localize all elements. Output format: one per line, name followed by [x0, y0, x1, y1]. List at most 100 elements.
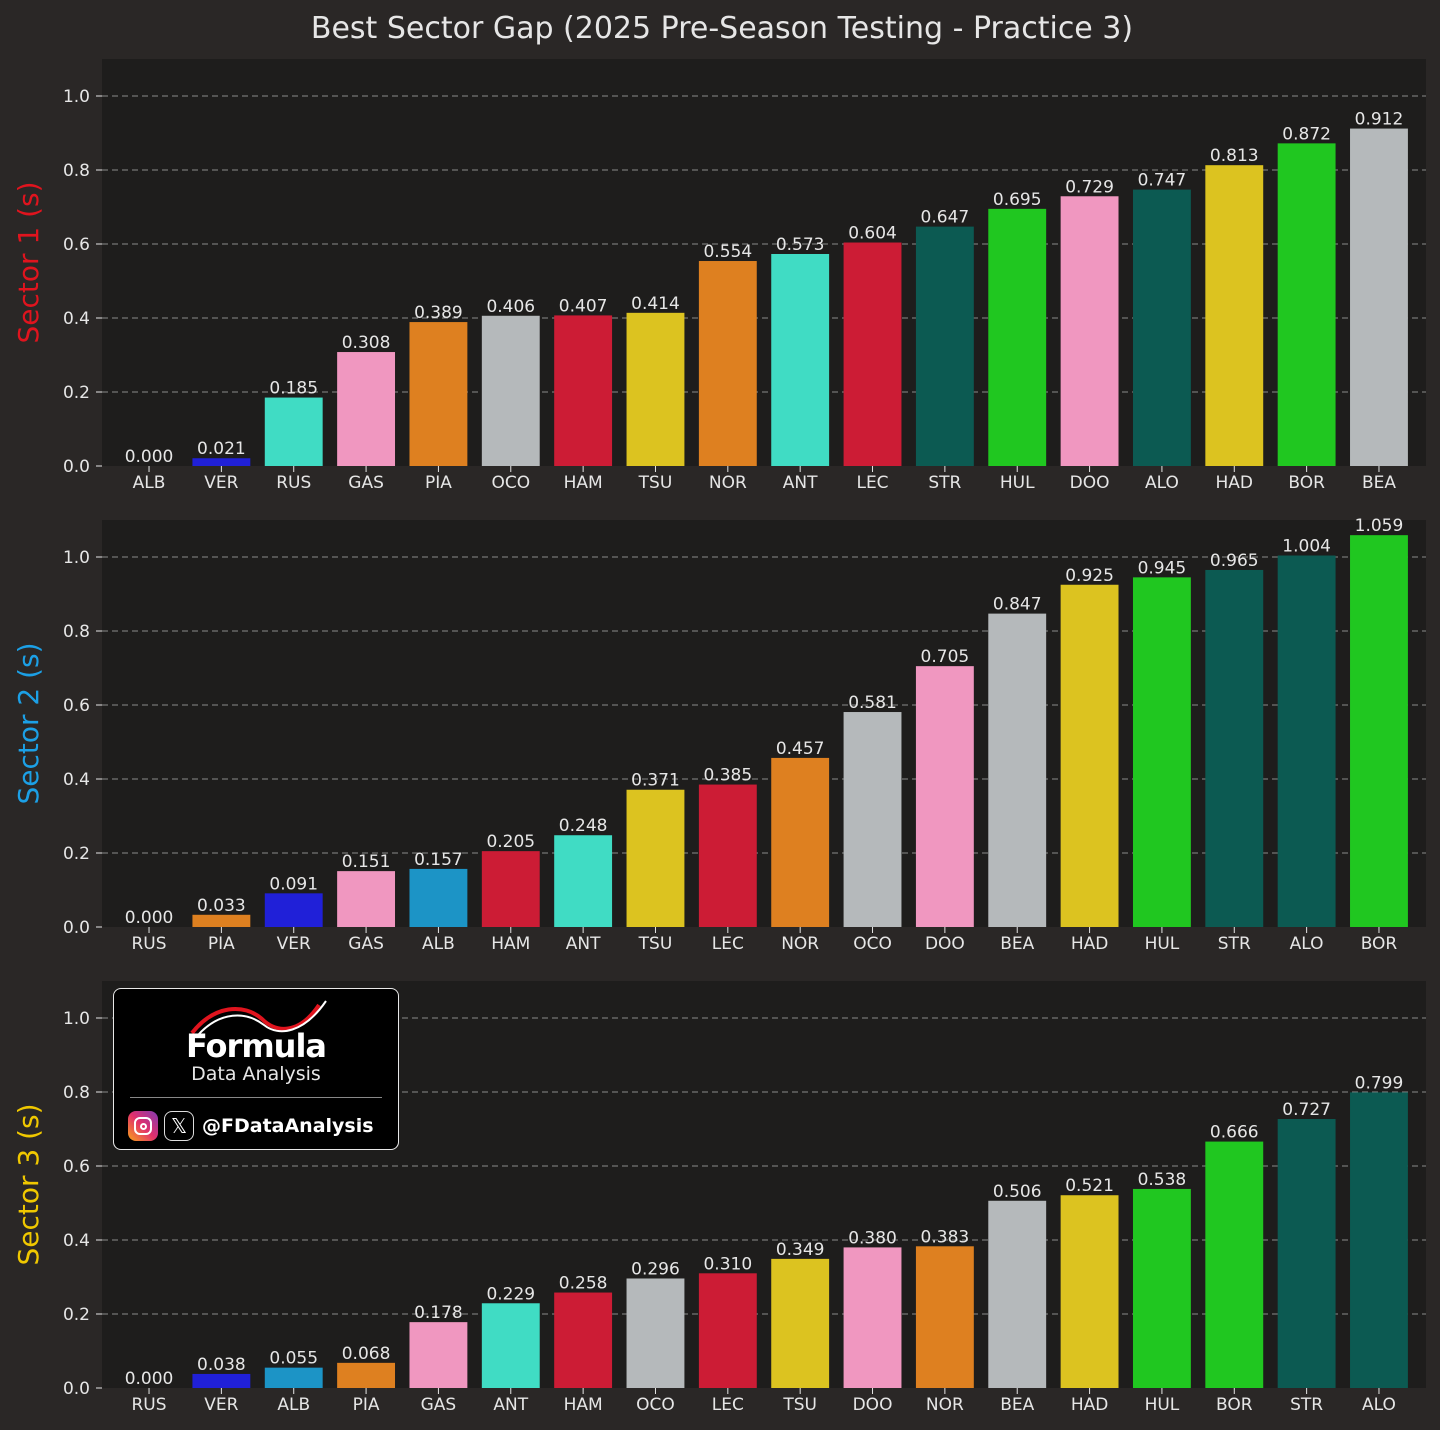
- data-label: 0.414: [631, 294, 680, 314]
- data-label: 0.371: [631, 771, 680, 791]
- x-tick-label: RUS: [132, 934, 167, 954]
- x-tick-label: HUL: [1000, 473, 1035, 493]
- y-axis-label: Sector 1 (s): [12, 181, 45, 343]
- data-label: 0.554: [703, 242, 752, 262]
- chart-title: Best Sector Gap (2025 Pre-Season Testing…: [311, 11, 1133, 46]
- data-label: 0.727: [1282, 1100, 1331, 1120]
- data-label: 0.349: [776, 1240, 825, 1260]
- y-tick-label: 0.0: [63, 457, 90, 477]
- brand-tagline: Data Analysis: [191, 1063, 321, 1085]
- instagram-icon: [128, 1111, 158, 1141]
- data-label: 0.185: [269, 379, 318, 399]
- x-tick-label: BEA: [1362, 473, 1396, 493]
- data-label: 0.308: [342, 333, 391, 353]
- social-handle: @FDataAnalysis: [202, 1115, 374, 1137]
- data-label: 0.248: [559, 816, 608, 836]
- bar-str: [1205, 569, 1264, 927]
- bar-hul: [1132, 577, 1191, 927]
- y-tick-label: 0.2: [63, 383, 90, 403]
- x-tick-label: TSU: [638, 473, 673, 493]
- y-axis-label: Sector 2 (s): [12, 642, 45, 804]
- data-label: 0.407: [559, 296, 608, 316]
- bar-alo: [1277, 555, 1336, 927]
- data-label: 0.000: [125, 447, 174, 467]
- bar-alb: [409, 868, 468, 927]
- bar-pia: [409, 322, 468, 466]
- x-tick-label: HAM: [491, 934, 530, 954]
- x-tick-label: BOR: [1288, 473, 1325, 493]
- x-tick-label: RUS: [132, 1395, 167, 1415]
- bar-hul: [1132, 1188, 1191, 1388]
- bar-ham: [481, 851, 540, 927]
- x-tick-label: STR: [1290, 1395, 1323, 1415]
- x-tick-label: TSU: [782, 1395, 817, 1415]
- data-label: 0.033: [197, 896, 246, 916]
- bar-str: [1277, 1119, 1336, 1388]
- data-label: 0.068: [342, 1344, 391, 1364]
- bar-bea: [1350, 128, 1408, 466]
- data-label: 0.729: [1065, 177, 1114, 197]
- data-label: 0.647: [921, 208, 970, 228]
- bar-pia: [192, 914, 251, 927]
- bar-ver: [192, 1373, 251, 1388]
- data-label: 0.157: [414, 850, 463, 870]
- data-label: 0.799: [1355, 1073, 1404, 1093]
- bar-str: [915, 226, 974, 466]
- data-label: 0.258: [559, 1274, 608, 1294]
- data-label: 0.383: [921, 1227, 970, 1247]
- bar-tsu: [626, 789, 685, 927]
- y-tick-label: 0.8: [63, 161, 90, 181]
- y-tick-label: 0.6: [63, 696, 90, 716]
- y-tick-label: 1.0: [63, 87, 90, 107]
- x-tick-label: STR: [928, 473, 961, 493]
- data-label: 0.965: [1210, 551, 1259, 571]
- data-label: 0.021: [197, 439, 246, 459]
- x-tick-label: TSU: [638, 934, 673, 954]
- x-tick-label: HAM: [564, 473, 603, 493]
- x-tick-label: ALB: [277, 1395, 310, 1415]
- data-label: 0.695: [993, 190, 1042, 210]
- x-tick-label: ANT: [493, 1395, 528, 1415]
- logo-divider: [130, 1097, 382, 1098]
- data-label: 0.666: [1210, 1123, 1259, 1143]
- data-label: 0.229: [486, 1284, 535, 1304]
- sector-panel-1: 0.0 0.2 0.4 0.6 0.8 1.0 Sector 1 (s) 0.000 ALB 0.…: [12, 59, 1426, 493]
- data-label: 0.705: [921, 647, 970, 667]
- bar-alo: [1350, 1092, 1408, 1388]
- x-tick-label: NOR: [781, 934, 819, 954]
- x-tick-label: GAS: [348, 934, 384, 954]
- data-label: 0.581: [848, 693, 897, 713]
- data-label: 0.912: [1355, 110, 1404, 130]
- x-tick-label: GAS: [348, 473, 384, 493]
- brand-logo-box: Formula Data Analysis 𝕏 @FDataAnalysis: [113, 988, 399, 1150]
- bar-doo: [915, 666, 974, 927]
- bar-pia: [337, 1362, 396, 1388]
- sector-panel-2: 0.0 0.2 0.4 0.6 0.8 1.0 Sector 2 (s) 0.000 RUS 0.…: [12, 516, 1426, 954]
- y-tick-label: 0.8: [63, 622, 90, 642]
- bar-oco: [481, 315, 540, 466]
- bar-bor: [1350, 535, 1408, 927]
- x-tick-label: STR: [1218, 934, 1251, 954]
- y-axis-label: Sector 3 (s): [12, 1103, 45, 1265]
- x-tick-label: PIA: [353, 1395, 380, 1415]
- y-tick-label: 1.0: [63, 1009, 90, 1029]
- y-tick-label: 0.6: [63, 235, 90, 255]
- y-tick-label: 0.4: [63, 309, 90, 329]
- bar-bea: [988, 1200, 1047, 1388]
- bar-lec: [698, 1273, 757, 1388]
- x-tick-label: VER: [204, 473, 238, 493]
- bar-bor: [1277, 143, 1336, 467]
- bar-lec: [843, 242, 902, 466]
- x-tick-label: HAD: [1071, 934, 1109, 954]
- x-tick-label: VER: [204, 1395, 238, 1415]
- bar-gas: [337, 871, 396, 927]
- x-icon: 𝕏: [164, 1111, 194, 1141]
- data-label: 0.055: [269, 1349, 318, 1369]
- y-tick-label: 1.0: [63, 548, 90, 568]
- y-tick-label: 0.4: [63, 1231, 90, 1251]
- x-tick-label: HUL: [1145, 934, 1180, 954]
- data-label: 0.945: [1138, 558, 1187, 578]
- y-tick-label: 0.0: [63, 1379, 90, 1399]
- x-tick-label: BEA: [1000, 1395, 1034, 1415]
